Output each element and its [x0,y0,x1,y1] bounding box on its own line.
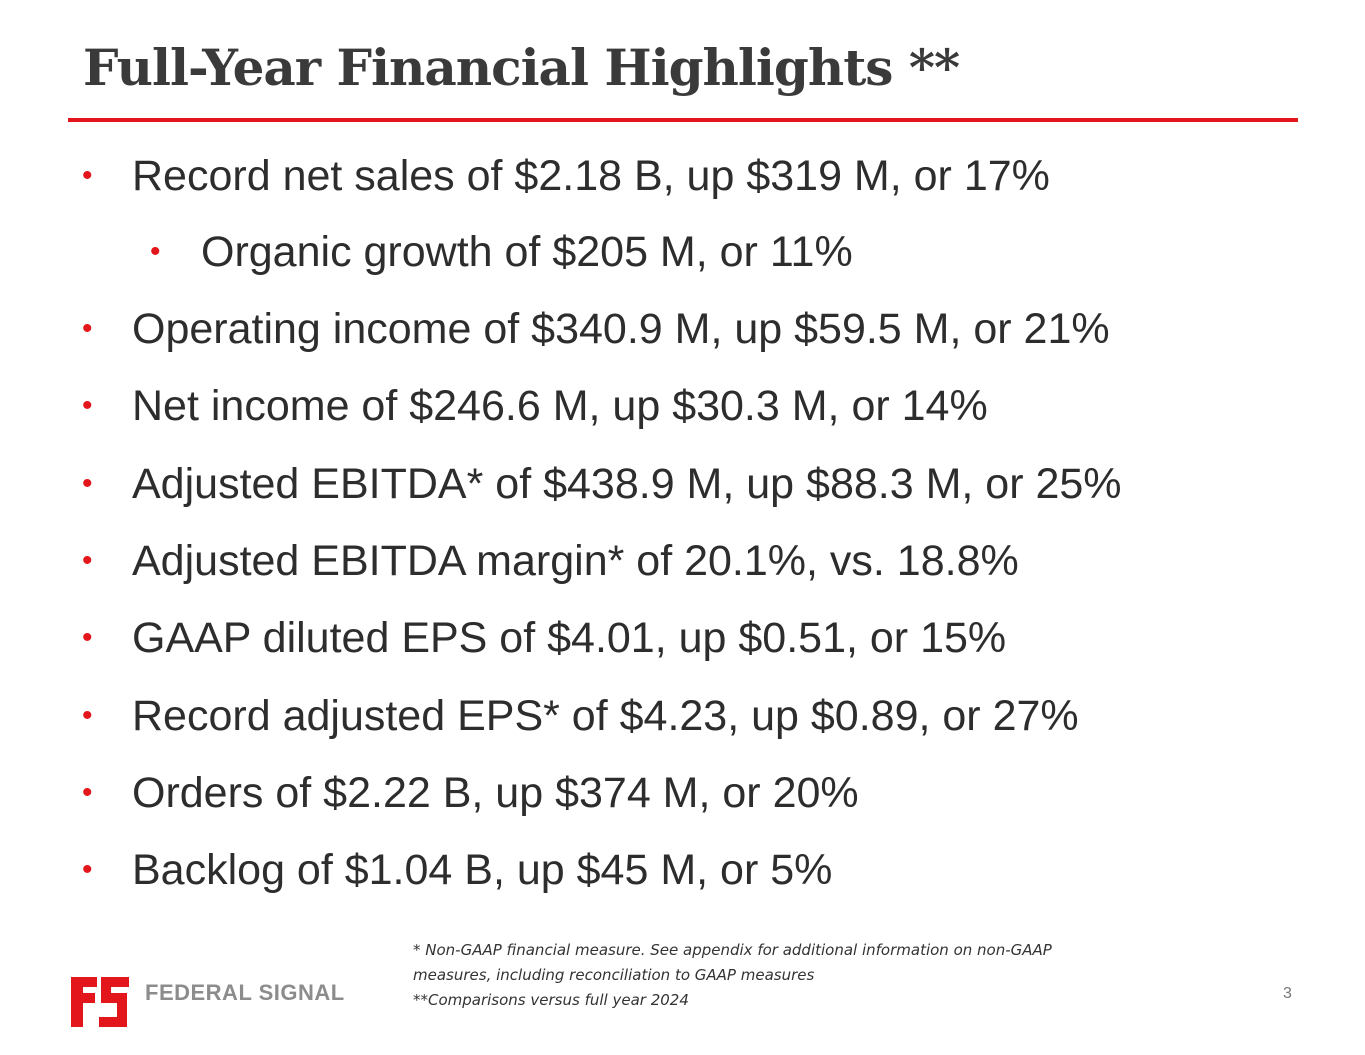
bullet-dot: • [82,159,93,192]
bullet-text: Record adjusted EPS* of $4.23, up $0.89,… [132,692,1079,740]
bullet-text: Operating income of $340.9 M, up $59.5 M… [132,305,1110,353]
bullet-text: Orders of $2.22 B, up $374 M, or 20% [132,769,859,817]
federal-signal-logo-icon [71,977,129,1027]
bullet-text: Adjusted EBITDA* of $438.9 M, up $88.3 M… [132,460,1122,508]
company-logo: FEDERAL SIGNAL [67,970,357,1030]
bullet-dot: • [82,776,93,809]
footnote-line: * Non-GAAP financial measure. See append… [413,941,1052,959]
bullet-dot: • [82,544,93,577]
bullet-dot: • [82,621,93,654]
bullet-dot: • [150,235,161,268]
bullet-dot: • [82,467,93,500]
bullet-text: Organic growth of $205 M, or 11% [201,228,853,276]
title-divider [68,118,1298,122]
page-title: Full-Year Financial Highlights ** [83,38,960,97]
bullet-text: Record net sales of $2.18 B, up $319 M, … [132,152,1050,200]
bullet-text: Net income of $246.6 M, up $30.3 M, or 1… [132,382,988,430]
bullet-dot: • [82,389,93,422]
footnote: * Non-GAAP financial measure. See append… [413,938,1173,1013]
bullet-text: Adjusted EBITDA margin* of 20.1%, vs. 18… [132,537,1019,585]
bullet-dot: • [82,699,93,732]
bullet-text: GAAP diluted EPS of $4.01, up $0.51, or … [132,614,1007,662]
bullet-dot: • [82,853,93,886]
logo-wordmark: FEDERAL SIGNAL [145,980,345,1005]
footnote-line: **Comparisons versus full year 2024 [413,991,689,1009]
page-number: 3 [1283,985,1292,1002]
bullet-text: Backlog of $1.04 B, up $45 M, or 5% [132,846,833,894]
footnote-line: measures, including reconciliation to GA… [413,966,815,984]
bullet-dot: • [82,312,93,345]
